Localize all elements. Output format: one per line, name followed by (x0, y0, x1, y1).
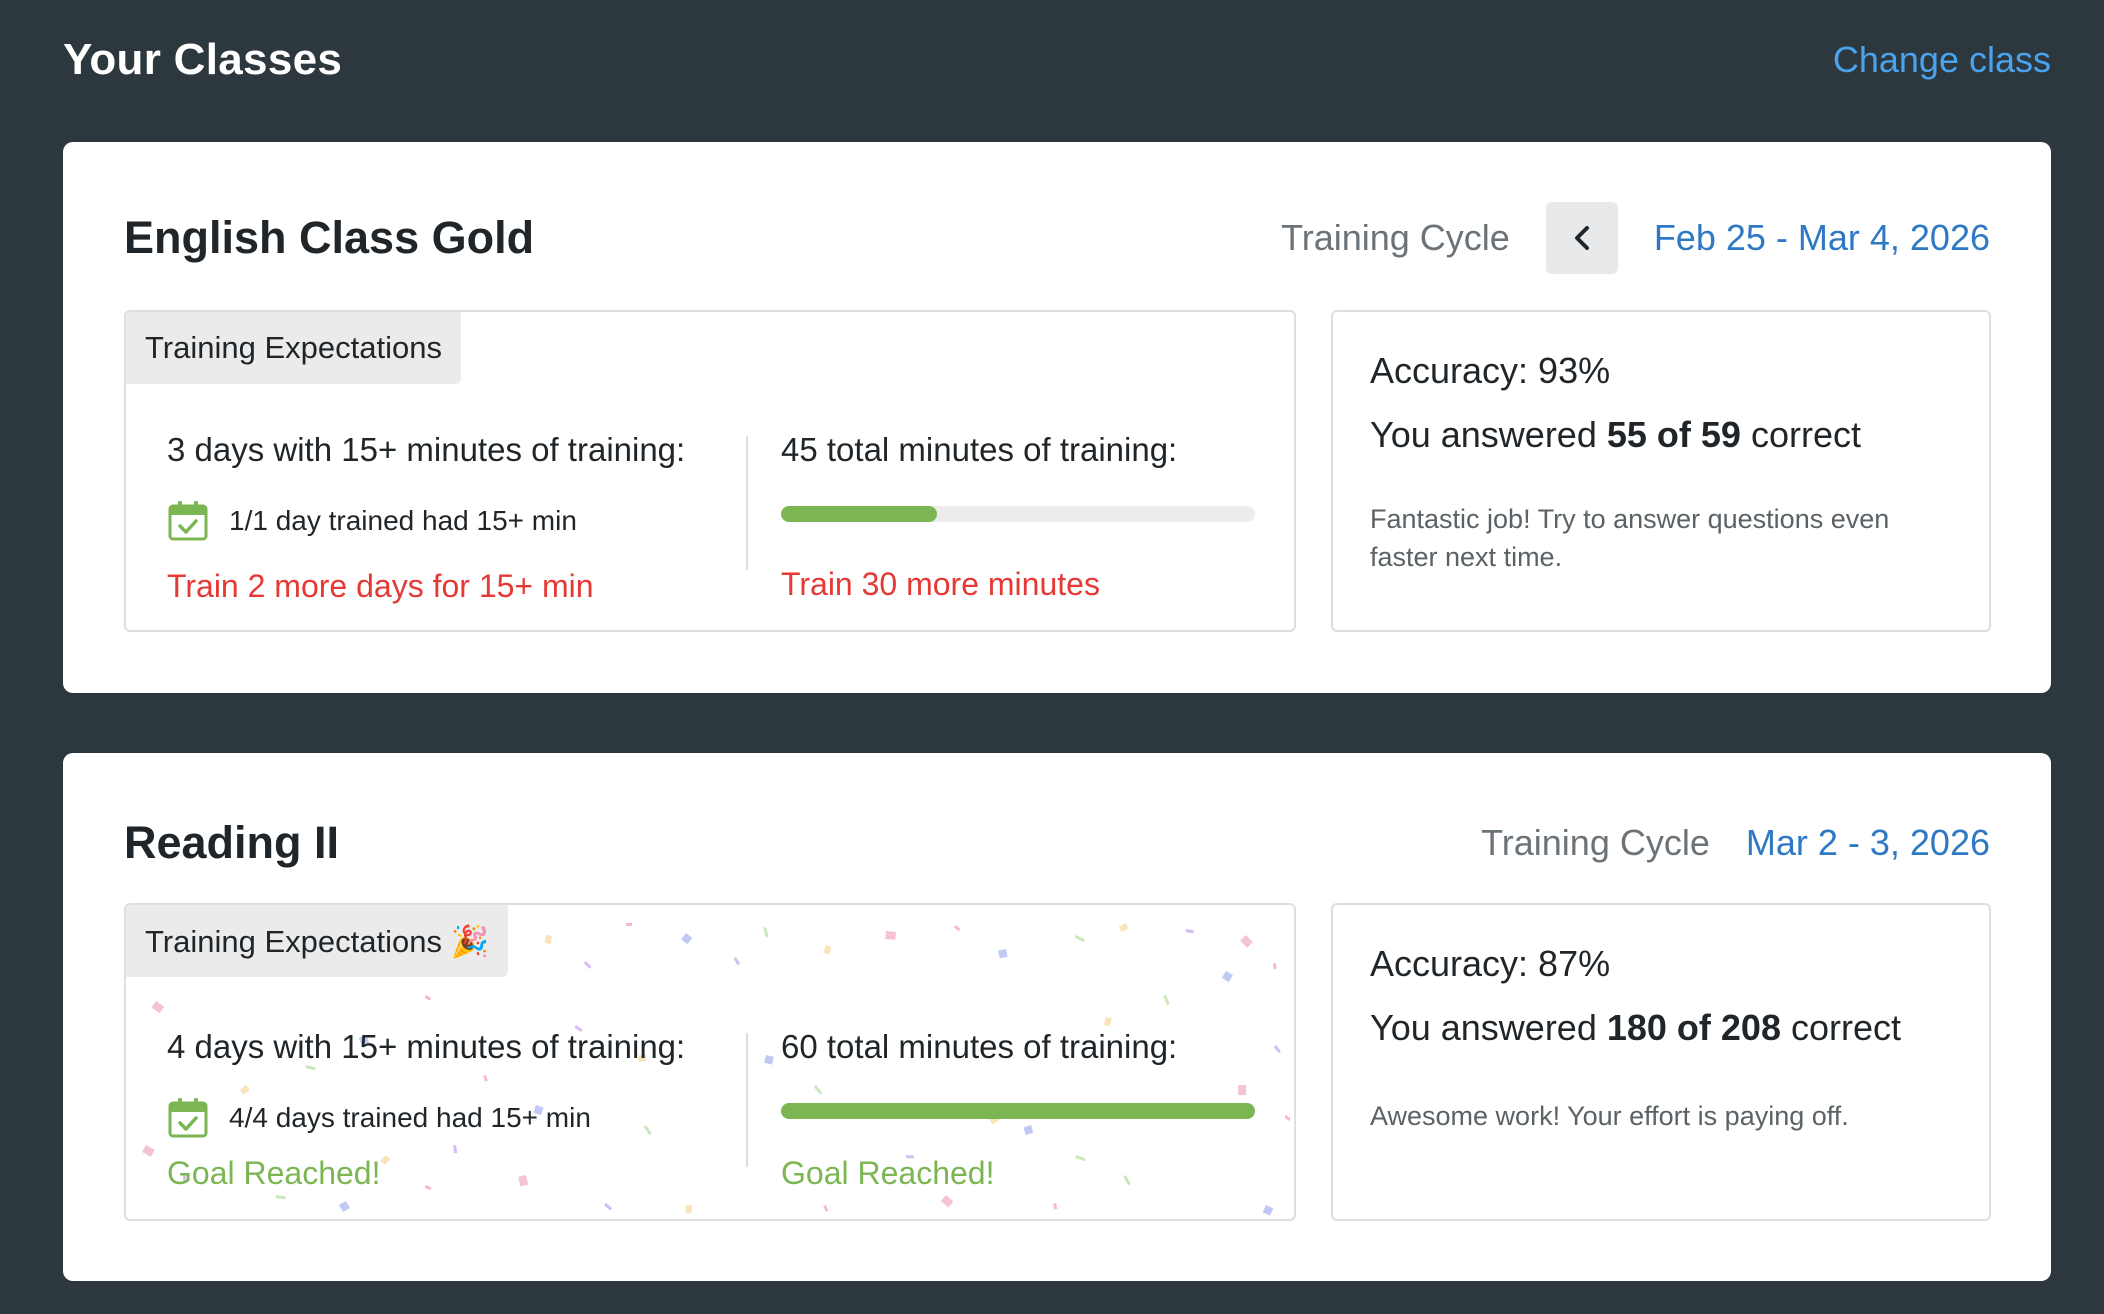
confetti-piece (1118, 923, 1129, 932)
minutes-progress-fill (781, 506, 938, 522)
confetti-piece (764, 1055, 774, 1065)
confetti-piece (544, 935, 552, 944)
days-trained-row: 1/1 day trained had 15+ min (167, 500, 727, 542)
confetti-piece (1074, 934, 1085, 943)
previous-cycle-button[interactable] (1545, 202, 1618, 274)
confetti-piece (583, 961, 592, 969)
page-title: Your Classes (63, 35, 343, 84)
class-card: English Class Gold Training Cycle Feb 25… (63, 142, 2051, 693)
class-name: Reading II (124, 817, 340, 868)
answered-summary: You answered 55 of 59 correct (1370, 414, 1861, 456)
days-goal-status: Train 2 more days for 15+ min (167, 568, 594, 604)
training-cycle-range: Mar 2 - 3, 2026 (1745, 822, 1990, 863)
days-trained-text: 4/4 days trained had 15+ min (229, 1102, 591, 1133)
minutes-progress-fill (781, 1103, 1255, 1119)
confetti-piece (685, 1205, 692, 1214)
confetti-piece (626, 923, 632, 926)
confetti-piece (1185, 929, 1194, 934)
confetti-piece (763, 927, 769, 938)
confetti-piece (604, 1203, 613, 1211)
confetti-piece (424, 994, 432, 1001)
training-cycle-label: Training Cycle (1281, 217, 1510, 258)
confetti-piece (733, 957, 741, 966)
training-cycle: Training Cycle Mar 2 - 3, 2026 (1481, 822, 1990, 864)
accuracy-title: Accuracy: 87% (1370, 943, 1611, 984)
answered-suffix: correct (1780, 1007, 1902, 1048)
class-name: English Class Gold (124, 212, 535, 263)
training-cycle-label: Training Cycle (1481, 822, 1710, 863)
confetti-piece (1273, 1045, 1281, 1054)
confetti-piece (681, 932, 693, 945)
training-expectations-panel: Training Expectations 3 days with 15+ mi… (124, 310, 1296, 632)
confetti-piece (339, 1201, 350, 1212)
confetti-piece (885, 931, 896, 940)
training-expectations-panel: Training Expectations 🎉 4 days with 15+ … (124, 903, 1296, 1221)
days-trained-text: 1/1 day trained had 15+ min (229, 505, 577, 536)
confetti-piece (1163, 995, 1170, 1006)
training-cycle: Training Cycle Feb 25 - Mar 4, 2026 (1281, 202, 1990, 274)
minutes-goal: 60 total minutes of training: Goal Reach… (781, 1027, 1255, 1192)
answered-prefix: You answered (1370, 1007, 1607, 1048)
class-card-header: English Class Gold Training Cycle Feb 25… (124, 202, 1990, 274)
training-expectations-tab: Training Expectations 🎉 (126, 905, 509, 977)
chevron-left-icon (1574, 226, 1589, 250)
days-goal: 3 days with 15+ minutes of training: 1/1… (167, 430, 727, 605)
confetti-piece (1273, 963, 1277, 970)
confetti-piece (1053, 1203, 1058, 1210)
days-goal-title: 4 days with 15+ minutes of training: (167, 1028, 686, 1065)
training-expectations-tab: Training Expectations (126, 312, 461, 384)
class-card-header: Reading II Training Cycle Mar 2 - 3, 202… (124, 807, 1990, 879)
page-header: Your Classes Change class (63, 30, 2051, 90)
days-goal-status: Goal Reached! (167, 1155, 381, 1191)
class-card: Reading II Training Cycle Mar 2 - 3, 202… (63, 753, 2051, 1281)
confetti-piece (1221, 971, 1233, 982)
confetti-piece (151, 1001, 165, 1014)
training-cycle-range: Feb 25 - Mar 4, 2026 (1653, 217, 1990, 258)
accuracy-panel: Accuracy: 93% You answered 55 of 59 corr… (1331, 310, 1991, 632)
confetti-piece (1240, 935, 1253, 948)
column-divider (746, 1033, 748, 1167)
days-goal: 4 days with 15+ minutes of training: 4/4… (167, 1027, 727, 1192)
confetti-piece (953, 924, 961, 932)
days-goal-title: 3 days with 15+ minutes of training: (167, 431, 686, 468)
confetti-piece (940, 1195, 954, 1208)
minutes-goal: 45 total minutes of training: Train 30 m… (781, 430, 1255, 603)
minutes-goal-title: 45 total minutes of training: (781, 431, 1178, 468)
minutes-goal-status: Goal Reached! (781, 1155, 995, 1191)
confetti-piece (1103, 1017, 1112, 1027)
confetti-piece (142, 1145, 155, 1157)
minutes-progress-bar (781, 1103, 1255, 1119)
confetti-piece (1262, 1205, 1274, 1216)
confetti-piece (1284, 1115, 1291, 1121)
change-class-link[interactable]: Change class (1832, 39, 2051, 80)
minutes-goal-status: Train 30 more minutes (781, 566, 1100, 602)
answered-suffix: correct (1740, 414, 1861, 455)
column-divider (746, 436, 748, 570)
accuracy-note: Awesome work! Your effort is paying off. (1370, 1101, 1849, 1131)
days-trained-row: 4/4 days trained had 15+ min (167, 1097, 727, 1139)
minutes-goal-title: 60 total minutes of training: (781, 1028, 1178, 1065)
answered-prefix: You answered (1370, 414, 1607, 455)
confetti-piece (823, 945, 832, 955)
calendar-check-icon (168, 1098, 208, 1138)
accuracy-title: Accuracy: 93% (1370, 350, 1611, 391)
accuracy-note: Fantastic job! Try to answer questions e… (1370, 504, 1890, 572)
confetti-piece (998, 949, 1008, 959)
answered-summary: You answered 180 of 208 correct (1370, 1007, 1901, 1049)
answered-count: 180 of 208 (1606, 1007, 1781, 1048)
confetti-piece (823, 1205, 829, 1212)
confetti-piece (275, 1195, 286, 1200)
answered-count: 55 of 59 (1606, 414, 1741, 455)
calendar-check-icon (168, 501, 208, 541)
accuracy-panel: Accuracy: 87% You answered 180 of 208 co… (1331, 903, 1991, 1221)
minutes-progress-bar (781, 506, 1255, 522)
